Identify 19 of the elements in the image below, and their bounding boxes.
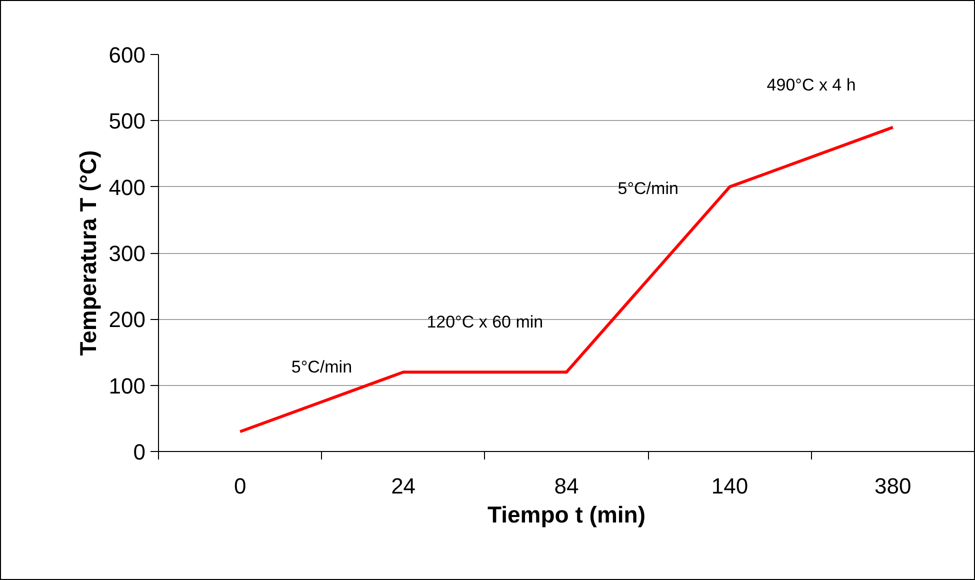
- y-tick-label: 100: [108, 373, 146, 398]
- annotation: 5°C/min: [291, 357, 352, 376]
- line-series: [238, 126, 894, 434]
- y-axis-title: Temperatura T (°C): [74, 150, 101, 356]
- annotation: 5°C/min: [618, 178, 678, 198]
- annotation: 490°C x 4 h: [766, 76, 856, 95]
- y-tick-label: 200: [108, 307, 146, 332]
- x-tick-label: 380: [874, 474, 912, 498]
- x-axis-title: Tiempo t (min): [487, 502, 646, 528]
- x-tick-label: 84: [554, 474, 579, 498]
- y-tick-label: 400: [108, 174, 146, 200]
- annotation: 120°C x 60 min: [426, 312, 544, 332]
- x-tick-label: 140: [711, 474, 748, 498]
- y-tick-label: 0: [133, 440, 146, 464]
- y-tick-label: 300: [108, 241, 146, 266]
- x-tick-label: 24: [391, 474, 416, 498]
- y-tick-label: 500: [108, 108, 146, 134]
- y-tick-label: 600: [108, 42, 146, 68]
- x-tick-label: 0: [234, 474, 246, 498]
